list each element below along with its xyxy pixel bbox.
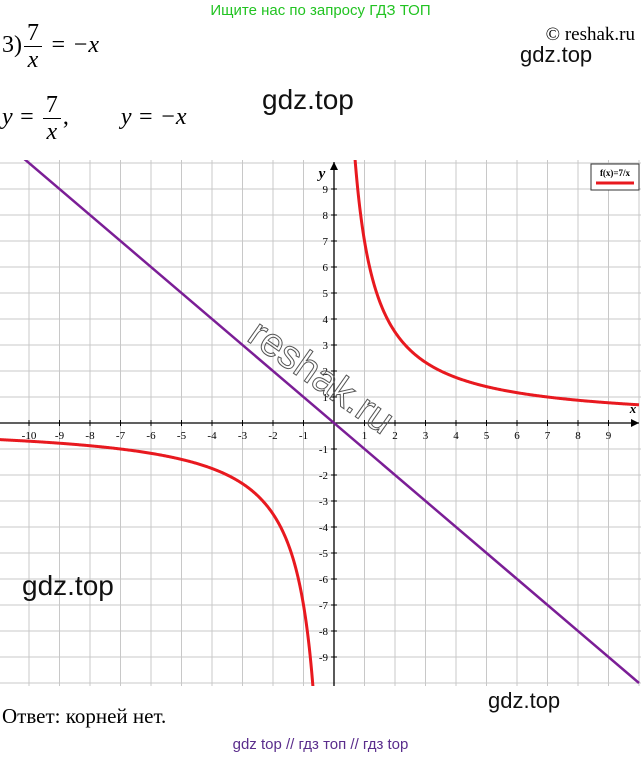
x-tick-label: 7	[545, 430, 551, 442]
y-tick-label: -8	[319, 626, 329, 638]
problem-number: 3)	[2, 32, 22, 59]
line-y-neg-x	[23, 160, 640, 684]
x-tick-label: -1	[299, 430, 308, 442]
x-axis-arrow	[631, 419, 639, 427]
x-tick-label: -3	[238, 430, 248, 442]
x-tick-label: 5	[484, 430, 490, 442]
y-tick-label: 7	[323, 236, 329, 248]
y-tick-label: 1	[323, 392, 329, 404]
footer-text: gdz top // гдз топ // гдз top	[232, 736, 409, 753]
func-separator: ,	[62, 104, 69, 131]
x-tick-label: 4	[453, 430, 459, 442]
fraction-numerator: 7	[24, 20, 42, 47]
x-tick-label: 3	[423, 430, 429, 442]
y-tick-label: -7	[319, 600, 329, 612]
func1-denominator: x	[46, 119, 58, 145]
y-tick-label: -2	[319, 470, 328, 482]
x-tick-label: -9	[55, 430, 65, 442]
fraction-denominator: x	[27, 47, 39, 73]
equation-rhs: = −x	[50, 32, 100, 59]
legend-box	[590, 163, 640, 191]
y-tick-label: -6	[319, 574, 329, 586]
func2: y = −x	[120, 104, 187, 131]
x-tick-label: 1	[362, 430, 368, 442]
banner-text: Ищите нас по запросу ГДЗ ТОП	[210, 2, 431, 19]
x-tick-label: 6	[514, 430, 520, 442]
y-tick-label: 4	[323, 314, 329, 326]
y-tick-label: -3	[319, 496, 329, 508]
x-tick-label: -2	[268, 430, 277, 442]
legend-label: f(x)=7/x	[600, 168, 631, 178]
y-tick-label: -5	[319, 548, 329, 560]
x-tick-label: 2	[392, 430, 398, 442]
y-tick-label: 3	[323, 340, 329, 352]
y-tick-label: -4	[319, 522, 329, 534]
x-tick-label: -8	[85, 430, 95, 442]
hyperbola-branch-right	[353, 160, 640, 407]
x-tick-label: -4	[207, 430, 217, 442]
answer-text: Ответ: корней нет.	[2, 704, 167, 728]
x-axis-label: x	[629, 401, 637, 416]
watermark-gdz-top-right: gdz.top	[520, 42, 593, 67]
y-tick-label: 6	[323, 262, 329, 274]
watermark-gdz-bottom-right: gdz.top	[488, 688, 561, 713]
copyright-text: © reshak.ru	[545, 24, 635, 45]
y-axis-arrow	[330, 162, 338, 170]
y-tick-label: 2	[323, 366, 329, 378]
graph-chart: x y -10 -9 -8 -7 -6 -5 -4 -3 -2 -1 1 2 3 4 5 6 7 8 9 9 8 7 6 5 4 3…	[0, 160, 641, 686]
watermark-gdz-center: gdz.top	[262, 84, 354, 115]
x-tick-label: -5	[177, 430, 187, 442]
problem-equation: 3) 7 x = −x	[2, 20, 99, 73]
curves	[0, 160, 640, 686]
y-tick-label: 9	[323, 184, 329, 196]
y-axis-label: y	[317, 166, 326, 182]
x-tick-label: -10	[22, 430, 37, 442]
legend: f(x)=7/x	[590, 163, 640, 191]
hyperbola-branch-left	[0, 438, 315, 686]
watermark-gdz-left: gdz.top	[22, 570, 114, 601]
y-tick-label: -9	[319, 652, 329, 664]
tick-labels: -10 -9 -8 -7 -6 -5 -4 -3 -2 -1 1 2 3 4 5 6 7 8 9 9 8 7 6 5 4 3 2 1 -…	[22, 184, 612, 664]
y-tick-label: 8	[323, 210, 329, 222]
x-tick-label: 9	[606, 430, 612, 442]
func1-lhs: y =	[2, 104, 35, 131]
x-tick-label: -7	[116, 430, 126, 442]
func1-numerator: 7	[42, 92, 61, 119]
x-tick-label: -6	[146, 430, 156, 442]
y-tick-label: -1	[319, 444, 328, 456]
x-tick-label: 8	[575, 430, 581, 442]
y-tick-label: 5	[323, 288, 329, 300]
